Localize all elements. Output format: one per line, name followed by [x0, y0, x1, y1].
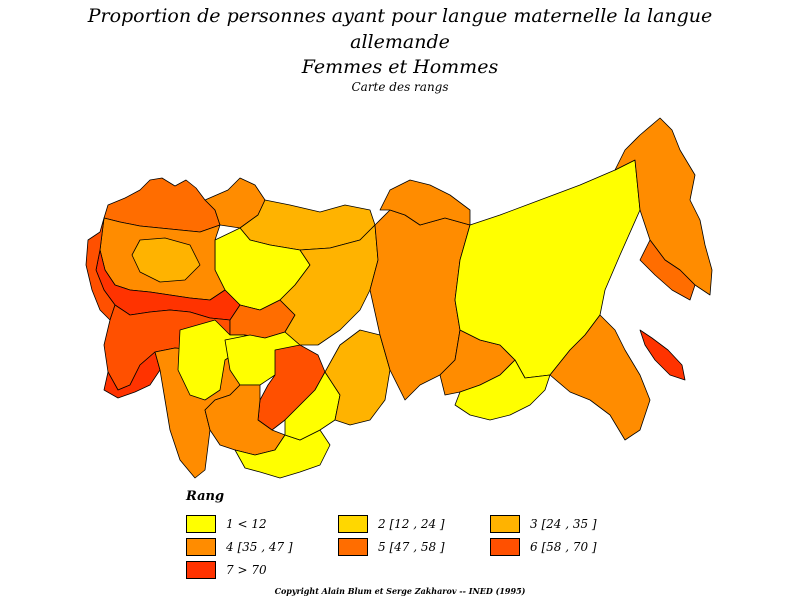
- map-title-line2: allemande: [350, 31, 450, 53]
- region-kamchatka: [639, 239, 696, 301]
- legend-swatch: [186, 561, 216, 579]
- legend-swatch: [490, 515, 520, 533]
- legend-item-3: 3 [24 , 35 ]: [490, 514, 597, 534]
- legend-item-7: 7 > 70: [186, 560, 267, 580]
- legend-label: 1 < 12: [226, 517, 267, 531]
- region-central-light: [131, 237, 201, 283]
- legend-swatch: [490, 538, 520, 556]
- copyright-notice: Copyright Alain Blum et Serge Zakharov -…: [274, 586, 526, 596]
- region-trans-baikal: [454, 359, 551, 421]
- map-title-line1: Proportion de personnes ayant pour langu…: [87, 5, 713, 27]
- legend-title: Rang: [186, 489, 225, 504]
- map-subtitle: Carte des rangs: [351, 80, 449, 94]
- legend-label: 3 [24 , 35 ]: [530, 517, 597, 531]
- map-title-line3: Femmes et Hommes: [301, 56, 499, 78]
- legend-swatch: [186, 515, 216, 533]
- region-altai: [324, 329, 391, 426]
- region-west-siberia: [279, 224, 379, 346]
- region-taymyr: [379, 179, 471, 226]
- legend-label: 5 [47 , 58 ]: [378, 540, 445, 554]
- legend-label: 2 [12 , 24 ]: [378, 517, 445, 531]
- region-central-asia: [204, 384, 286, 456]
- legend-item-4: 4 [35 , 47 ]: [186, 537, 293, 557]
- legend-label: 4 [35 , 47 ]: [226, 540, 293, 554]
- legend-swatch: [186, 538, 216, 556]
- region-west-border: [85, 217, 116, 321]
- legend-item-2: 2 [12 , 24 ]: [338, 514, 445, 534]
- legend-swatch: [338, 515, 368, 533]
- region-sakhalin: [639, 329, 686, 381]
- legend-item-1: 1 < 12: [186, 514, 267, 534]
- region-central-asia-south: [234, 429, 331, 479]
- region-kazakh-far-east: [284, 371, 341, 441]
- region-far-east-south: [549, 314, 651, 441]
- legend-swatch: [338, 538, 368, 556]
- legend-item-6: 6 [58 , 70 ]: [490, 537, 597, 557]
- legend-label: 7 > 70: [226, 563, 267, 577]
- legend-label: 6 [58 , 70 ]: [530, 540, 597, 554]
- legend-item-5: 5 [47 , 58 ]: [338, 537, 445, 557]
